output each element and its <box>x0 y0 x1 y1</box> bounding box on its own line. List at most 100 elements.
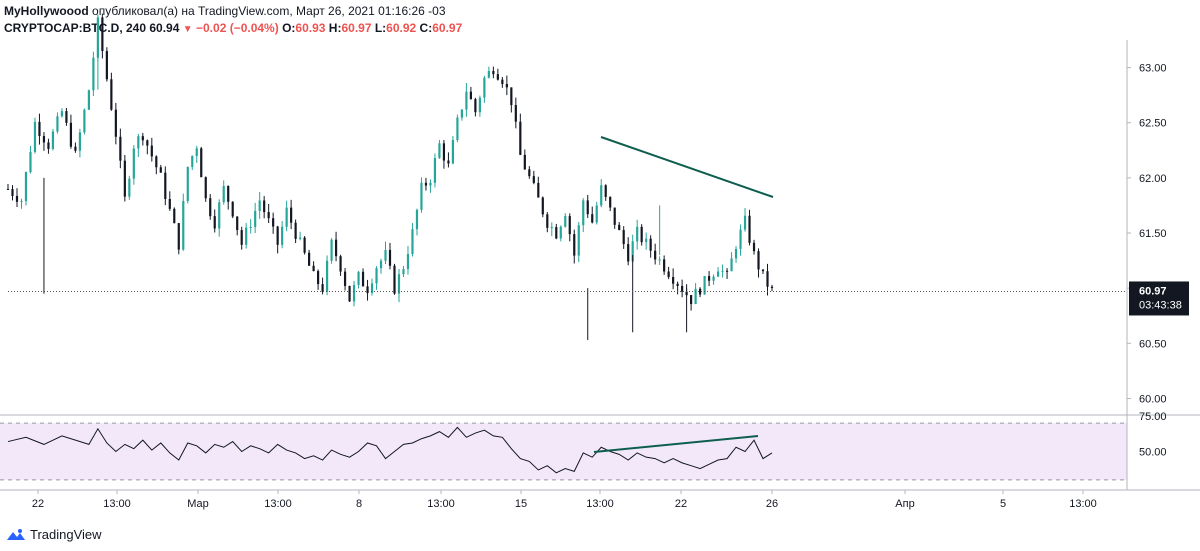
candle[interactable] <box>734 246 738 263</box>
candle[interactable] <box>303 236 306 255</box>
candle[interactable] <box>415 208 419 236</box>
candle[interactable] <box>613 207 616 229</box>
candle[interactable] <box>263 196 266 219</box>
candle[interactable] <box>159 164 162 173</box>
candle[interactable] <box>501 76 504 88</box>
candle[interactable] <box>370 278 374 296</box>
candle[interactable] <box>56 112 59 134</box>
candle[interactable] <box>406 245 410 275</box>
candle[interactable] <box>245 222 248 249</box>
candle[interactable] <box>87 89 90 111</box>
candle[interactable] <box>200 146 203 178</box>
candle[interactable] <box>595 201 598 225</box>
candle[interactable] <box>330 238 333 264</box>
candle[interactable] <box>316 269 320 290</box>
candle[interactable] <box>285 200 288 232</box>
candle[interactable] <box>487 66 490 79</box>
candle[interactable] <box>636 219 639 250</box>
candle[interactable] <box>519 113 522 156</box>
candle[interactable] <box>83 108 86 135</box>
candle[interactable] <box>564 213 567 228</box>
candle[interactable] <box>155 155 158 175</box>
candle[interactable] <box>757 248 760 278</box>
candle[interactable] <box>69 114 73 149</box>
candle[interactable] <box>690 294 693 311</box>
candle[interactable] <box>249 219 252 234</box>
candle[interactable] <box>6 183 10 191</box>
candle[interactable] <box>514 97 517 129</box>
candle[interactable] <box>442 139 446 169</box>
candle[interactable] <box>33 117 37 154</box>
candle[interactable] <box>325 255 329 296</box>
candle[interactable] <box>258 191 261 219</box>
tradingview-logo-icon[interactable] <box>6 528 26 542</box>
candle[interactable] <box>150 137 153 162</box>
candle[interactable] <box>667 266 670 280</box>
candle[interactable] <box>739 224 742 256</box>
candle[interactable] <box>537 176 540 198</box>
candle[interactable] <box>523 149 526 170</box>
candle[interactable] <box>51 128 55 151</box>
candle[interactable] <box>290 199 293 230</box>
candle[interactable] <box>164 166 167 206</box>
candle[interactable] <box>173 207 176 224</box>
candle[interactable] <box>218 199 221 237</box>
candle[interactable] <box>505 75 508 96</box>
candle[interactable] <box>388 242 392 270</box>
candle[interactable] <box>281 221 284 249</box>
candle[interactable] <box>770 284 774 292</box>
candle[interactable] <box>168 191 171 211</box>
candle[interactable] <box>101 13 104 59</box>
candle[interactable] <box>47 138 50 154</box>
candle[interactable] <box>568 213 571 242</box>
candle[interactable] <box>474 97 477 117</box>
candle[interactable] <box>694 283 697 305</box>
candle[interactable] <box>272 212 275 234</box>
candle[interactable] <box>119 128 122 169</box>
candle[interactable] <box>424 177 428 191</box>
candle[interactable] <box>366 279 369 301</box>
candle[interactable] <box>649 235 652 258</box>
candle[interactable] <box>227 185 230 210</box>
candle[interactable] <box>707 271 711 287</box>
candle[interactable] <box>766 263 769 296</box>
candle[interactable] <box>663 255 666 275</box>
candle[interactable] <box>600 179 603 208</box>
candle[interactable] <box>478 95 481 117</box>
candle[interactable] <box>339 254 342 276</box>
candle[interactable] <box>110 72 113 111</box>
candle[interactable] <box>550 222 553 237</box>
candle[interactable] <box>618 222 621 231</box>
candle[interactable] <box>334 231 338 262</box>
candle[interactable] <box>604 184 607 201</box>
candle[interactable] <box>541 196 544 218</box>
candle[interactable] <box>447 152 450 168</box>
candle[interactable] <box>128 175 131 200</box>
rsi-pane[interactable] <box>0 422 1127 481</box>
candle[interactable] <box>465 83 468 117</box>
candle[interactable] <box>721 264 724 278</box>
rsi-line[interactable] <box>7 426 773 474</box>
price-pane[interactable] <box>6 13 1127 340</box>
candle[interactable] <box>483 75 486 103</box>
candle[interactable] <box>676 281 679 295</box>
candle[interactable] <box>24 171 28 206</box>
candle[interactable] <box>11 185 14 201</box>
candle[interactable] <box>496 68 499 81</box>
candle[interactable] <box>74 142 77 153</box>
candle[interactable] <box>204 176 207 202</box>
candle[interactable] <box>254 202 257 233</box>
candle[interactable] <box>222 180 225 205</box>
candle[interactable] <box>761 269 765 274</box>
candle[interactable] <box>65 107 68 126</box>
candle[interactable] <box>29 146 32 174</box>
candle[interactable] <box>361 268 365 287</box>
candle[interactable] <box>294 219 297 244</box>
candle[interactable] <box>352 280 356 307</box>
candle[interactable] <box>348 285 351 302</box>
candle[interactable] <box>627 237 630 266</box>
candle[interactable] <box>267 204 270 223</box>
candle[interactable] <box>402 265 405 278</box>
candle[interactable] <box>357 270 360 289</box>
